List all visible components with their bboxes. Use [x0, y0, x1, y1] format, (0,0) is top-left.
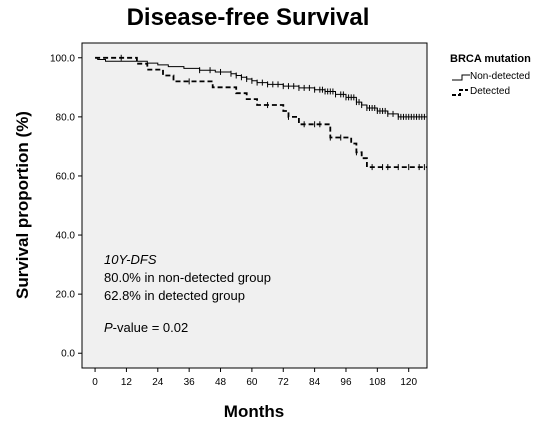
- p-value-text: -value = 0.02: [113, 320, 189, 335]
- series-layer: [95, 54, 427, 171]
- x-tick-label: 72: [278, 377, 290, 388]
- annotation-non-detected: 80.0% in non-detected group: [104, 270, 271, 285]
- y-tick-label: 100.0: [50, 53, 75, 64]
- y-tick-label: 0.0: [61, 349, 75, 360]
- annotation-p-value: P-value = 0.02: [104, 320, 188, 335]
- x-tick-label: 120: [400, 377, 417, 388]
- legend: BRCA mutation Non-detected Detected: [450, 53, 531, 97]
- x-tick-label: 12: [121, 377, 133, 388]
- x-tick-label: 48: [215, 377, 227, 388]
- y-axis: 0.0 20.0 40.0 60.0 80.0 100.0: [50, 53, 82, 360]
- x-axis: 0 12 24 36 48 60 72 84 96 108 120: [92, 368, 417, 388]
- x-tick-label: 108: [369, 377, 386, 388]
- chart-title: Disease-free Survival: [127, 4, 370, 31]
- x-tick-label: 60: [246, 377, 258, 388]
- legend-swatch-detected: [452, 89, 468, 96]
- legend-label-non-detected: Non-detected: [470, 71, 530, 82]
- x-tick-label: 84: [309, 377, 321, 388]
- series-line-detected: [95, 56, 427, 168]
- legend-label-detected: Detected: [470, 86, 510, 97]
- annotation-box: 10Y-DFS 80.0% in non-detected group 62.8…: [104, 252, 271, 335]
- annotation-detected: 62.8% in detected group: [104, 288, 245, 303]
- y-tick-label: 60.0: [56, 171, 76, 182]
- annotation-label: 10Y-DFS: [104, 252, 157, 267]
- legend-title: BRCA mutation: [450, 53, 531, 65]
- p-value-symbol: P: [104, 320, 113, 335]
- plot-background: [81, 42, 428, 369]
- y-tick-label: 20.0: [56, 290, 76, 301]
- plot-area: [81, 42, 428, 369]
- x-tick-label: 24: [152, 377, 164, 388]
- y-tick-label: 80.0: [56, 112, 76, 123]
- y-axis-title: Survival proportion (%): [13, 111, 32, 299]
- x-tick-label: 96: [340, 377, 352, 388]
- x-tick-label: 36: [184, 377, 196, 388]
- y-tick-label: 40.0: [56, 231, 76, 242]
- legend-swatch-non-detected: [452, 74, 470, 81]
- x-tick-label: 0: [92, 377, 98, 388]
- x-axis-title: Months: [224, 402, 284, 421]
